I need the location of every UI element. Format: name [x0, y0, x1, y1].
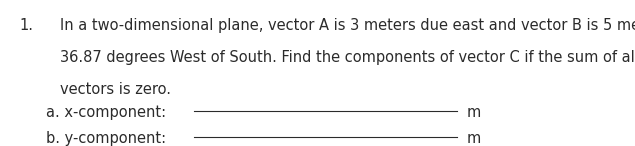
Text: m: m	[467, 131, 481, 146]
Text: 36.87 degrees West of South. Find the components of vector C if the sum of all t: 36.87 degrees West of South. Find the co…	[60, 50, 635, 65]
Text: a. x-component:: a. x-component:	[46, 105, 166, 120]
Text: 1.: 1.	[19, 18, 33, 33]
Text: m: m	[467, 105, 481, 120]
Text: b. y-component:: b. y-component:	[46, 131, 166, 146]
Text: In a two-dimensional plane, vector A is 3 meters due east and vector B is 5 mete: In a two-dimensional plane, vector A is …	[60, 18, 635, 33]
Text: vectors is zero.: vectors is zero.	[60, 82, 171, 97]
